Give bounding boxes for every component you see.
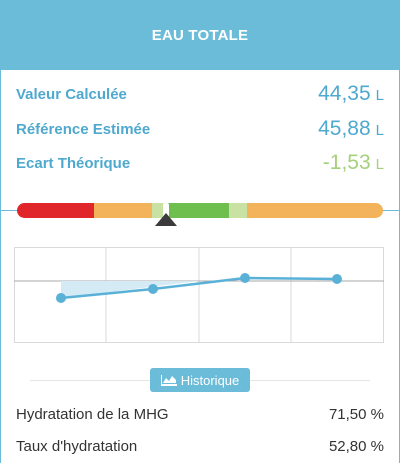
history-button-label: Historique (180, 372, 240, 388)
triangle-up-icon (155, 213, 177, 226)
detail-value: 52,80 % (328, 438, 384, 455)
scale-segment-green (167, 203, 229, 218)
metric-number: 44,35 (318, 82, 371, 105)
detail-label: Taux d'hydratation (16, 438, 138, 455)
history-line-chart (14, 247, 384, 343)
metric-label: Valeur Calculée (16, 85, 127, 103)
scale-segment-light-green (229, 203, 247, 218)
detail-row: Hydratation de la MHG 71,50 % (16, 406, 384, 423)
metric-value: 44,35 L (318, 82, 384, 106)
range-scale-bar (17, 203, 383, 218)
scale-segment-orange (94, 203, 152, 218)
metric-estimated-reference: Référence Estimée 45,88 L (16, 115, 384, 143)
chart-point (240, 273, 250, 283)
metric-theoretical-gap: Ecart Théorique -1,53 L (16, 149, 384, 177)
detail-label: Hydratation de la MHG (16, 406, 169, 423)
area-chart-icon (160, 375, 177, 386)
history-button[interactable]: Historique (150, 368, 250, 392)
scale-notch (163, 203, 169, 217)
metric-label: Ecart Théorique (16, 154, 131, 172)
metric-value: 45,88 L (318, 117, 384, 141)
chart-point (56, 293, 66, 303)
metric-number: 45,88 (318, 117, 371, 140)
card-border-left (0, 70, 1, 463)
detail-value: 71,50 % (328, 406, 384, 423)
metric-number: -1,53 (322, 151, 371, 174)
metric-calculated-value: Valeur Calculée 44,35 L (16, 80, 384, 108)
metric-unit: L (375, 87, 384, 104)
metric-unit: L (375, 156, 384, 173)
metric-label: Référence Estimée (16, 120, 151, 138)
scale-segment-red (17, 203, 94, 218)
scale-segment-orange (247, 203, 383, 218)
card-title: EAU TOTALE (151, 26, 249, 44)
metric-value: -1,53 L (323, 151, 384, 175)
chart-point (332, 274, 342, 284)
detail-row: Taux d'hydratation 52,80 % (16, 438, 384, 455)
chart-point (148, 284, 158, 294)
chart-series-line (60, 276, 338, 300)
metric-unit: L (375, 122, 384, 139)
card-header: EAU TOTALE (0, 0, 400, 70)
